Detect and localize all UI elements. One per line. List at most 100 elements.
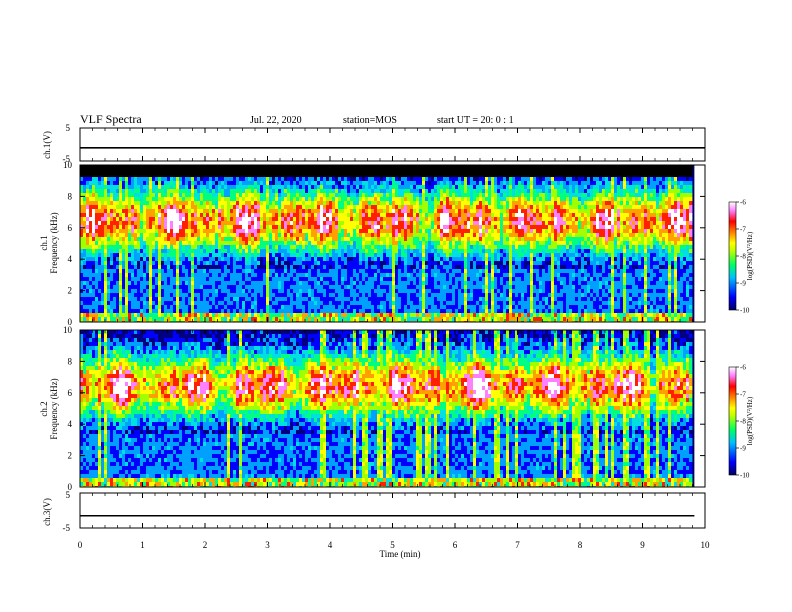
spectrogram-cell [89,205,93,210]
spectrogram-cell [191,269,195,274]
spectrogram-cell [80,273,84,278]
spectrogram-cell [95,173,99,178]
spectrogram-cell [407,181,411,186]
spectrogram-cell [122,237,126,242]
spectrogram-cell [401,201,405,206]
spectrogram-cell [245,165,249,170]
spectrogram-cell [305,249,309,254]
spectrogram-cell [314,197,318,202]
spectrogram-cell [299,277,303,282]
spectrogram-cell [194,197,198,202]
spectrogram-cell [422,237,426,242]
spectrogram-cell [362,245,366,250]
spectrogram-cell [170,313,174,318]
spectrogram-cell [206,205,210,210]
spectrogram-cell [395,165,399,170]
spectrogram-cell [398,201,402,206]
spectrogram-cell [335,273,339,278]
spectrogram-cell [419,165,423,170]
spectrogram-cell [275,165,279,170]
spectrogram-cell [311,221,315,226]
spectrogram-cell [278,281,282,286]
spectrogram-cell [146,181,150,186]
spectrogram-cell [266,281,270,286]
spectrogram-cell [299,301,303,306]
spectrogram-cell [113,249,117,254]
spectrogram-cell [212,181,216,186]
spectrogram-cell [296,213,300,218]
spectrogram-cell [104,165,108,170]
spectrogram-cell [323,181,327,186]
spectrogram-cell [263,241,267,246]
spectrogram-cell [89,277,93,282]
spectrogram-cell [365,285,369,290]
spectrogram-cell [392,281,396,286]
spectrogram-cell [251,257,255,262]
spectrogram-cell [236,233,240,238]
spectrogram-cell [389,165,393,170]
spectrogram-cell [359,257,363,262]
spectrogram-cell [371,201,375,206]
spectrogram-cell [311,249,315,254]
spectrogram-cell [275,297,279,302]
spectrogram-cell [164,301,168,306]
spectrogram-cell [239,241,243,246]
spectrogram-cell [371,189,375,194]
spectrogram-cell [224,281,228,286]
spectrogram-cell [125,285,129,290]
spectrogram-cell [176,189,180,194]
spectrogram-cell [323,217,327,222]
spectrogram-cell [92,181,96,186]
spectrogram-cell [173,297,177,302]
spectrogram-cell [284,257,288,262]
spectrogram-cell [245,301,249,306]
spectrogram-cell [179,173,183,178]
spectrogram-cell [296,285,300,290]
spectrogram-cell [329,277,333,282]
spectrogram-cell [449,217,453,222]
spectrogram-cell [380,229,384,234]
spectrogram-cell [179,225,183,230]
spectrogram-cell [164,189,168,194]
spectrogram-cell [242,165,246,170]
spectrogram-cell [173,269,177,274]
spectrogram-cell [431,277,435,282]
spectrogram-cell [425,261,429,266]
spectrogram-cell [128,257,132,262]
spectrogram-cell [92,317,96,322]
spectrogram-cell [257,177,261,182]
spectrogram-cell [92,249,96,254]
spectrogram-cell [188,217,192,222]
spectrogram-cell [197,273,201,278]
spectrogram-cell [137,225,141,230]
spectrogram-cell [194,305,198,310]
spectrogram-cell [269,293,273,298]
spectrogram-cell [368,281,372,286]
spectrogram-cell [203,233,207,238]
spectrogram-cell [275,249,279,254]
spectrogram-cell [332,237,336,242]
spectrogram-cell [95,289,99,294]
spectrogram-cell [191,245,195,250]
spectrogram-cell [143,233,147,238]
spectrogram-cell [353,197,357,202]
spectrogram-cell [410,201,414,206]
spectrogram-cell [236,177,240,182]
spectrogram-cell [428,289,432,294]
spectrogram-cell [101,309,105,314]
spectrogram-cell [110,241,114,246]
spectrogram-cell [221,209,225,214]
spectrogram-cell [335,177,339,182]
spectrogram-cell [164,313,168,318]
spectrogram-cell [383,165,387,170]
spectrogram-cell [437,221,441,226]
spectrogram-cell [113,205,117,210]
spectrogram-cell [125,309,129,314]
spectrogram-cell [233,281,237,286]
spectrogram-cell [266,313,270,318]
spectrogram-cell [404,213,408,218]
spectrogram-cell [311,201,315,206]
spectrogram-cell [269,193,273,198]
spectrogram-cell [170,217,174,222]
spectrogram-cell [296,201,300,206]
